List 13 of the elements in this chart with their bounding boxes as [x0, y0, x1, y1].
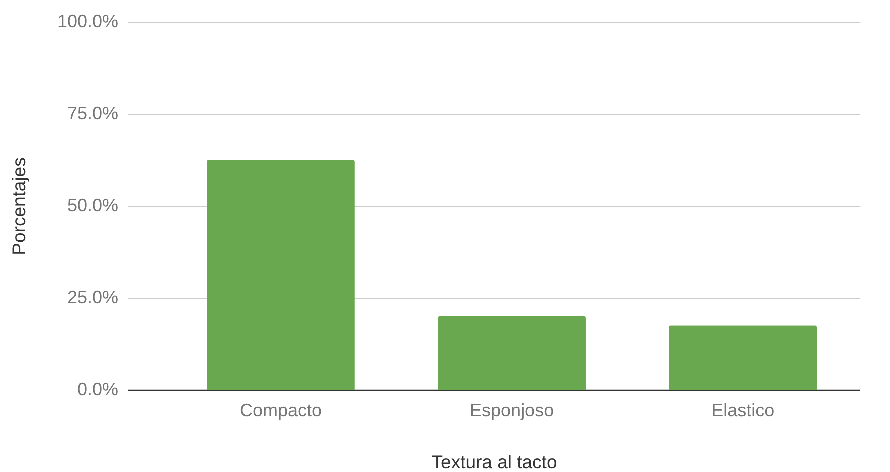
x-tick-label: Compacto: [240, 400, 322, 420]
bar: [438, 316, 586, 390]
y-tick-label: 0.0%: [77, 380, 118, 400]
x-axis-title: Textura al tacto: [432, 452, 558, 472]
bar: [669, 326, 818, 390]
y-axis-title: Porcentajes: [8, 158, 30, 256]
x-tick-label: Elastico: [712, 400, 775, 420]
y-tick-label: 100.0%: [57, 12, 118, 32]
y-tick-label: 25.0%: [67, 288, 118, 308]
bar: [207, 160, 355, 390]
y-tick-label: 75.0%: [67, 104, 118, 124]
x-tick-label: Esponjoso: [470, 400, 554, 420]
y-tick-label: 50.0%: [67, 196, 118, 216]
